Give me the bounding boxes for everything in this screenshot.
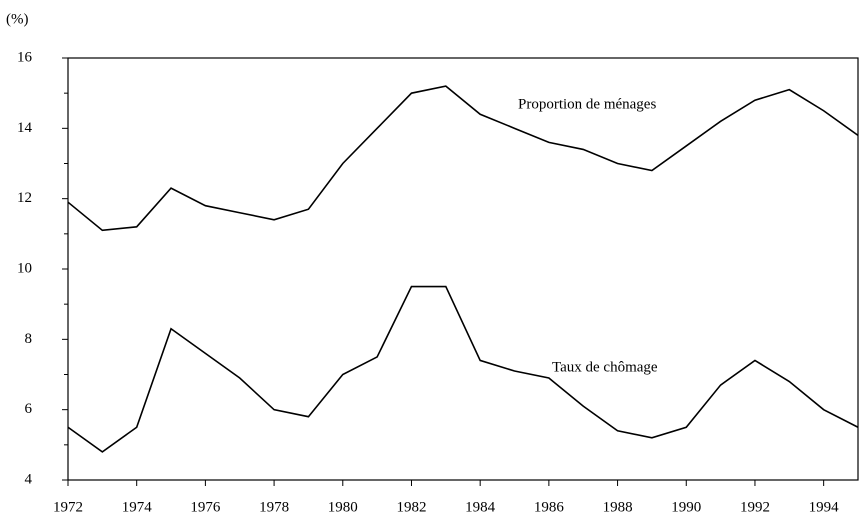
x-tick-label: 1988 <box>603 499 633 515</box>
x-tick-label: 1982 <box>396 499 426 515</box>
x-tick-label: 1974 <box>122 499 153 515</box>
y-tick-label: 12 <box>17 190 32 206</box>
unit-label: (%) <box>6 11 29 27</box>
y-tick-label: 16 <box>17 49 33 65</box>
x-tick-label: 1984 <box>465 499 496 515</box>
x-tick-label: 1978 <box>259 499 289 515</box>
series-line <box>67 285 859 453</box>
series-label: Taux de chômage <box>552 359 658 375</box>
x-tick-label: 1990 <box>671 499 701 515</box>
y-tick-label: 4 <box>25 471 33 487</box>
series-label: Proportion de ménages <box>518 96 656 112</box>
y-tick-label: 14 <box>17 120 33 136</box>
plot-frame <box>67 57 859 481</box>
x-tick-label: 1972 <box>53 499 83 515</box>
x-tick-label: 1980 <box>328 499 358 515</box>
series-line <box>67 85 859 232</box>
y-tick-label: 6 <box>25 401 33 417</box>
x-tick-label: 1986 <box>534 499 565 515</box>
x-tick-label: 1994 <box>809 499 840 515</box>
y-tick-label: 8 <box>25 331 33 347</box>
x-tick-label: 1992 <box>740 499 770 515</box>
x-tick-label: 1976 <box>190 499 221 515</box>
y-tick-label: 10 <box>17 260 32 276</box>
